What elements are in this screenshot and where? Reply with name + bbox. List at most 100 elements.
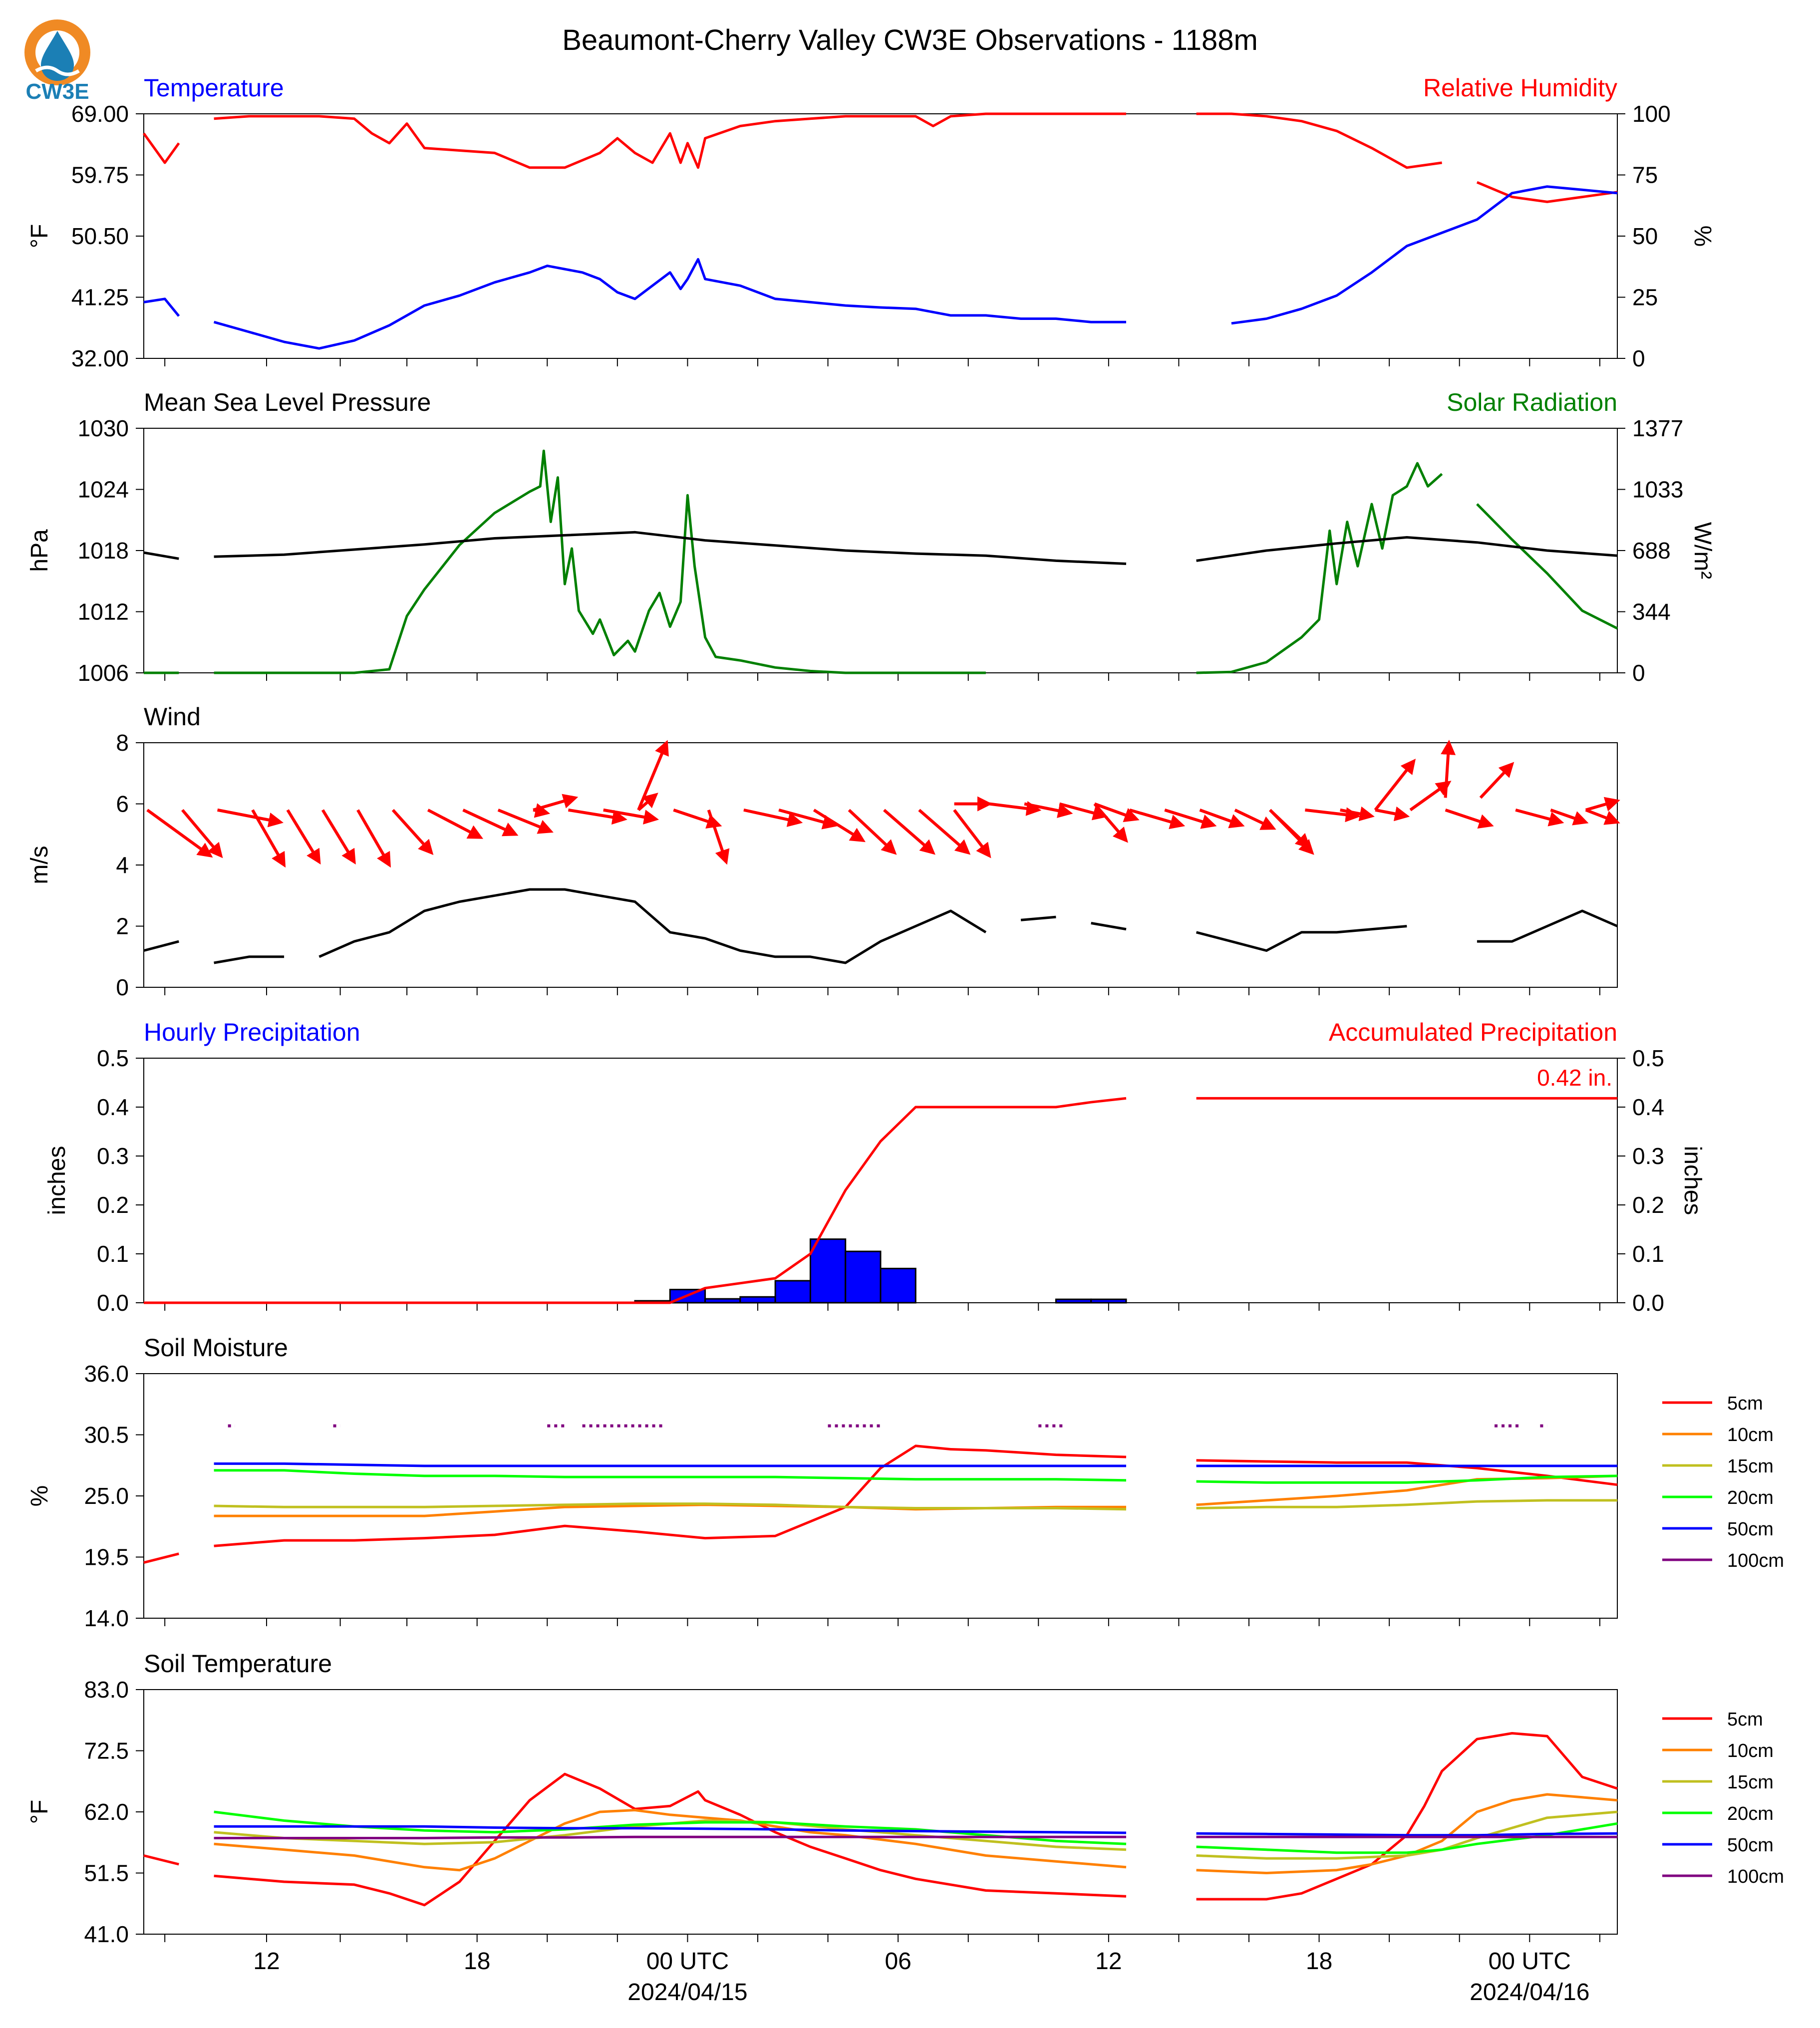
- precip-right-unit: inches: [1679, 1146, 1706, 1215]
- panels-container: 69.00 59.75 50.50 41.25 32.00 100 75 50 25 0 Tempe…: [26, 74, 1784, 2006]
- precip-y2tick-label: 0.1: [1632, 1241, 1664, 1267]
- temp_rh-y2tick-label: 50: [1632, 223, 1658, 249]
- solar-radiation-line-segment: [214, 449, 986, 674]
- precip-right-title: Accumulated Precipitation: [1329, 1018, 1617, 1046]
- soil_moisture-left-unit: %: [26, 1485, 53, 1507]
- rh-line-segment: [142, 132, 180, 164]
- wind-arrow: [743, 808, 803, 827]
- logo-wave-icon: [35, 65, 80, 76]
- logo-text: CW3E: [25, 79, 89, 104]
- wind-arrow: [217, 808, 284, 828]
- soil-moisture-20cm-segment: [1196, 1474, 1618, 1484]
- wind-arrow: [181, 809, 223, 859]
- soil_moisture-frame: [143, 1373, 1618, 1619]
- temp_rh-ytick-label: 32.00: [71, 345, 129, 371]
- wind-ytick-label: 6: [116, 791, 129, 817]
- wind-arrow: [1374, 759, 1416, 811]
- wind-arrow: [1305, 807, 1361, 823]
- precip-left-title: Hourly Precipitation: [144, 1018, 360, 1046]
- soil_moisture-ytick-label: 14.0: [84, 1605, 129, 1631]
- temp_rh-ytick-label: 41.25: [71, 285, 129, 310]
- soil-moisture-5cm-segment: [214, 1445, 1127, 1547]
- soil-temp-legend-label: 5cm: [1727, 1709, 1763, 1730]
- wind-arrow: [918, 809, 971, 855]
- wind-arrow: [1585, 808, 1620, 825]
- soil_temp-ytick-label: 41.0: [84, 1921, 129, 1947]
- wind-arrow: [1515, 808, 1564, 827]
- soil_temp-ytick-label: 51.5: [84, 1860, 129, 1886]
- wind-arrow: [1550, 808, 1589, 826]
- hourly-precip-bar: [739, 1296, 776, 1304]
- panel-soil-moisture: 36.0 30.5 25.0 19.5 14.0 Soil Moisture% 5cm 10c…: [26, 1334, 1784, 1631]
- temp_rh-y2tick-label: 75: [1632, 162, 1658, 188]
- x-tick-label: 00 UTC: [1489, 1948, 1571, 1975]
- wind-left-title: Wind: [144, 703, 201, 731]
- soil_temp-frame: [143, 1689, 1618, 1935]
- wind-ytick-label: 8: [116, 730, 129, 756]
- precip-ytick-label: 0.5: [97, 1045, 129, 1071]
- pressure_solar-ytick-label: 1006: [78, 660, 129, 686]
- soil-moisture-15cm-segment: [1196, 1499, 1617, 1509]
- soil-temp-5cm-segment: [1196, 1732, 1618, 1901]
- wind-arrow: [1093, 803, 1128, 843]
- x-tick-label: 06: [885, 1948, 911, 1975]
- x-date-label: 2024/04/16: [1470, 1979, 1589, 2006]
- soil_temp-ytick-label: 72.5: [84, 1738, 129, 1764]
- soil_temp-ytick-label: 62.0: [84, 1799, 129, 1825]
- wind-ytick-label: 2: [116, 913, 129, 939]
- pressure_solar-ytick-label: 1024: [78, 477, 129, 503]
- soil_moisture-left-title: Soil Moisture: [144, 1334, 288, 1362]
- pressure_solar-y2tick-label: 344: [1632, 599, 1671, 625]
- wind-arrow: [1059, 802, 1108, 821]
- wind-arrow: [251, 809, 286, 868]
- hourly-precip-bar: [845, 1250, 882, 1304]
- wind-arrow: [533, 794, 579, 812]
- soil-temp-legend-label: 10cm: [1727, 1740, 1774, 1761]
- soil-moisture-legend-label: 20cm: [1727, 1487, 1774, 1508]
- temperature-line-segment: [213, 258, 1126, 350]
- wind-arrow: [883, 809, 935, 855]
- wind-arrow: [427, 809, 484, 839]
- precip-ytick-label: 0.3: [97, 1143, 129, 1169]
- soil-temp-10cm-segment: [1196, 1793, 1618, 1874]
- wind-speed-line-segment: [214, 955, 285, 964]
- x-tick-label: 18: [464, 1948, 490, 1975]
- soil-temp-5cm-segment: [143, 1854, 179, 1866]
- accumulated-precip-line-segment: [144, 1097, 1127, 1304]
- wind-arrow: [356, 809, 391, 868]
- precip-y2tick-label: 0.0: [1632, 1290, 1664, 1316]
- wind-arrow: [1479, 762, 1515, 799]
- pressure-line-segment: [1196, 536, 1618, 562]
- pressure_solar-ytick-label: 1012: [78, 599, 129, 625]
- pressure_solar-right-title: Solar Radiation: [1447, 388, 1617, 416]
- wind-speed-line-segment: [1196, 925, 1407, 952]
- wind-arrow: [462, 809, 519, 837]
- soil-moisture-legend-label: 100cm: [1727, 1550, 1784, 1571]
- cw3e-logo: CW3E: [24, 19, 90, 104]
- rh-line-segment: [214, 112, 1126, 169]
- wind-ytick-label: 4: [116, 852, 129, 878]
- hourly-precip-bar: [880, 1267, 916, 1304]
- wind-arrow: [286, 809, 321, 865]
- wind-arrow: [637, 740, 669, 811]
- wind-arrow: [989, 801, 1042, 816]
- soil-temp-50cm-segment: [214, 1825, 1127, 1834]
- wind-speed-line-segment: [318, 888, 987, 964]
- rh-line-segment: [1476, 181, 1618, 203]
- soil-moisture-5cm-segment: [1196, 1459, 1618, 1486]
- soil-moisture-legend-label: 5cm: [1727, 1393, 1763, 1414]
- soil-moisture-legend-label: 50cm: [1727, 1519, 1774, 1540]
- wind-arrow: [1199, 808, 1245, 829]
- temp_rh-y2tick-label: 100: [1632, 101, 1671, 127]
- wind-arrow: [813, 809, 866, 843]
- soil-temp-15cm-segment: [1196, 1810, 1618, 1860]
- soil-temp-10cm-segment: [214, 1809, 1127, 1872]
- wind-arrow: [1441, 740, 1456, 798]
- temp_rh-ytick-label: 69.00: [71, 101, 129, 127]
- x-tick-label: 18: [1306, 1948, 1332, 1975]
- soil_moisture-ytick-label: 36.0: [84, 1361, 129, 1387]
- wind-arrow: [848, 809, 897, 855]
- temperature-line-segment: [143, 297, 180, 317]
- wind-arrow: [1164, 808, 1217, 829]
